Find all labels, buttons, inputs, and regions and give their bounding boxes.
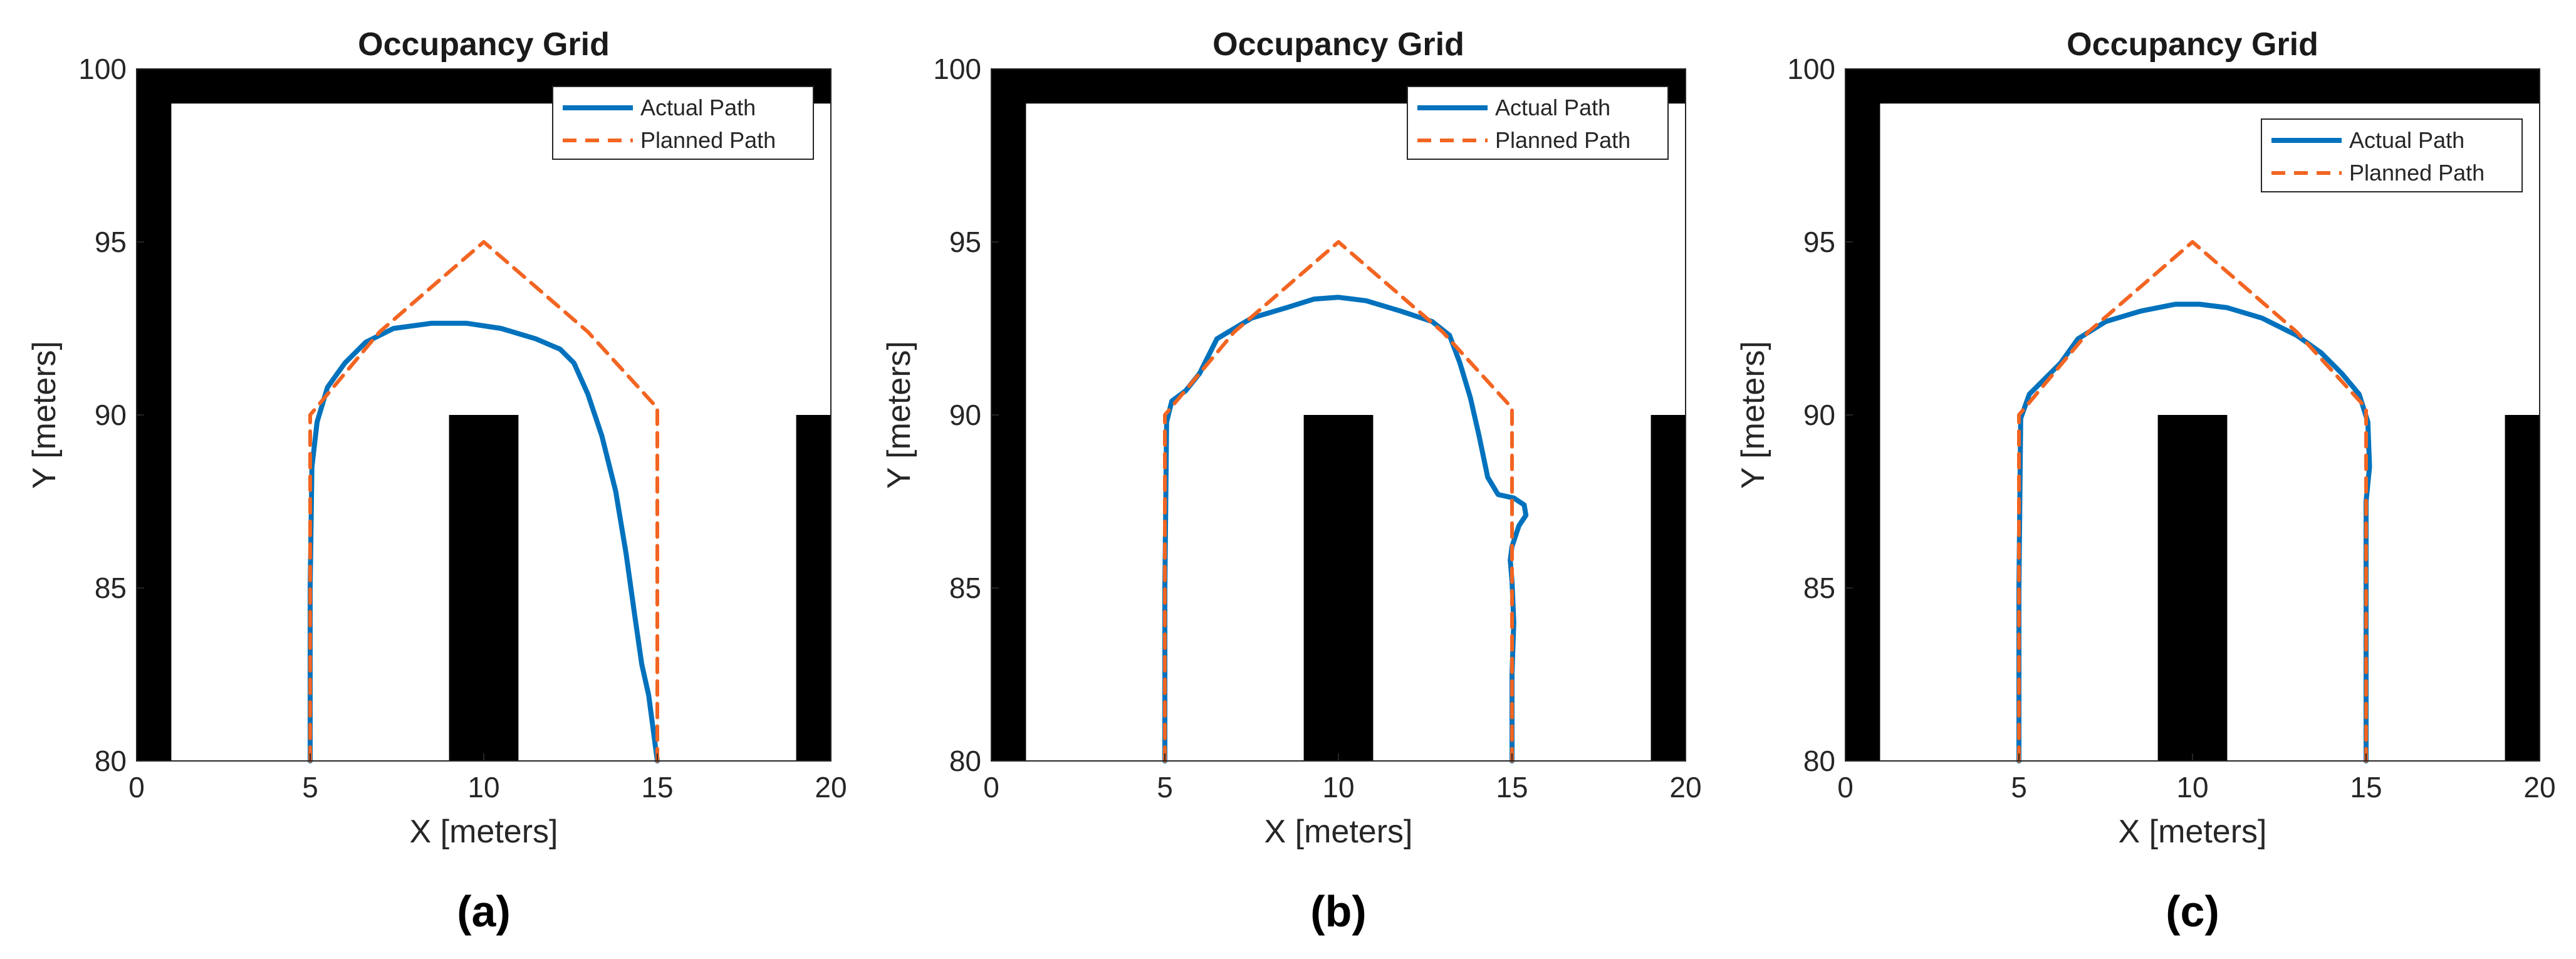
legend-box xyxy=(552,86,814,160)
panel-caption: (c) xyxy=(2166,887,2219,936)
planned-path-line xyxy=(308,240,659,763)
x-axis-label: X [meters] xyxy=(2119,814,2267,850)
obstacle-cell xyxy=(449,415,519,761)
obstacle-cell xyxy=(1303,415,1374,761)
obstacle-cell xyxy=(1845,69,2540,104)
legend-planned-path-label: Planned Path xyxy=(2349,160,2485,186)
y-tick-label: 100 xyxy=(1787,53,1835,85)
occupancy-grid-panel: 0 5 10 15 20 80 85 90 95 100 Occupancy Grid X [mete… xyxy=(26,26,847,936)
planned-path-line xyxy=(2017,240,2368,763)
x-axis-label: X [meters] xyxy=(410,814,558,850)
y-tick-label: 85 xyxy=(95,572,127,604)
actual-path-line xyxy=(2016,301,2372,763)
x-tick-label: 20 xyxy=(815,771,847,804)
legend-actual-path-label: Actual Path xyxy=(1495,95,1610,120)
x-tick-label: 5 xyxy=(2011,771,2027,804)
y-tick-label: 95 xyxy=(949,226,981,258)
y-tick-label: 90 xyxy=(949,399,981,431)
obstacle-cell xyxy=(2157,415,2228,761)
obstacle-cell xyxy=(796,415,831,761)
x-tick-label: 10 xyxy=(467,771,499,804)
x-tick-label: 20 xyxy=(1669,771,1701,804)
actual-path-line xyxy=(308,320,660,763)
occupancy-grid-panel: 0 5 10 15 20 80 85 90 95 100 Occupancy Grid X [mete… xyxy=(1735,26,2556,936)
y-tick-label: 80 xyxy=(95,745,127,777)
x-tick-label: 15 xyxy=(2350,771,2382,804)
x-tick-label: 10 xyxy=(2176,771,2208,804)
y-tick-label: 100 xyxy=(933,53,981,85)
x-tick-label: 5 xyxy=(302,771,318,804)
chart-title: Occupancy Grid xyxy=(1212,26,1464,63)
y-tick-label: 100 xyxy=(78,53,127,85)
y-tick-label: 85 xyxy=(1803,572,1835,604)
x-tick-label: 0 xyxy=(128,771,145,804)
y-tick-label: 80 xyxy=(949,745,981,777)
legend-actual-path-label: Actual Path xyxy=(640,95,756,120)
x-axis-label: X [meters] xyxy=(1265,814,1413,850)
legend-planned-path-label: Planned Path xyxy=(1495,127,1630,153)
y-tick-label: 95 xyxy=(95,226,127,258)
legend-actual-path-label: Actual Path xyxy=(2349,127,2464,153)
x-tick-label: 0 xyxy=(983,771,999,804)
occupancy-grid-panel: 0 5 10 15 20 80 85 90 95 100 Occupancy Grid X [mete… xyxy=(881,26,1702,936)
obstacle-cell xyxy=(1650,415,1686,761)
legend-box xyxy=(2261,118,2523,192)
chart-title: Occupancy Grid xyxy=(358,26,610,63)
x-tick-label: 10 xyxy=(1322,771,1354,804)
panel-caption: (a) xyxy=(457,887,511,936)
y-tick-label: 80 xyxy=(1803,745,1835,777)
legend-planned-path-label: Planned Path xyxy=(640,127,776,153)
obstacle-cell xyxy=(2505,415,2540,761)
y-tick-label: 95 xyxy=(1803,226,1835,258)
planned-path-line xyxy=(1163,240,1514,763)
x-tick-label: 15 xyxy=(1496,771,1528,804)
y-axis-label: Y [meters] xyxy=(881,341,917,489)
y-tick-label: 90 xyxy=(95,399,127,431)
y-axis-label: Y [meters] xyxy=(1735,341,1771,489)
x-tick-label: 5 xyxy=(1157,771,1173,804)
y-axis-label: Y [meters] xyxy=(26,341,63,489)
x-tick-label: 15 xyxy=(641,771,673,804)
legend-box xyxy=(1407,86,1669,160)
y-tick-label: 85 xyxy=(949,572,981,604)
panel-caption: (b) xyxy=(1310,887,1366,936)
x-tick-label: 0 xyxy=(1837,771,1854,804)
chart-title: Occupancy Grid xyxy=(2067,26,2318,63)
y-tick-label: 90 xyxy=(1803,399,1835,431)
x-tick-label: 20 xyxy=(2523,771,2555,804)
